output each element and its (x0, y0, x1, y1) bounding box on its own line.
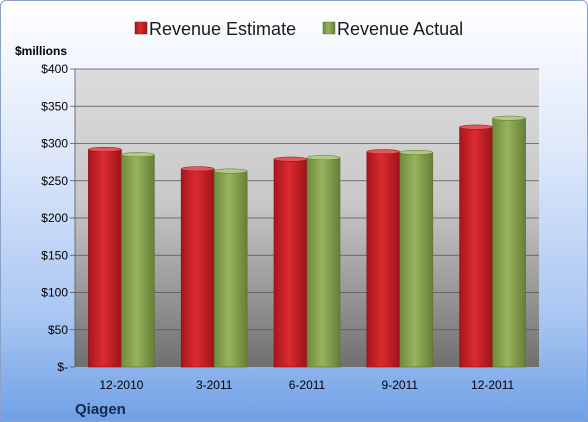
bar-actual-cap (213, 168, 248, 174)
y-tick-label: $200 (41, 211, 68, 225)
bar-estimate-cap (180, 166, 215, 172)
bar-actual-cap (492, 115, 526, 121)
bar-estimate (366, 151, 401, 368)
x-tick-label: 6-2011 (289, 378, 326, 392)
bar-estimate-cap (273, 156, 308, 162)
legend: Revenue Estimate Revenue Actual (134, 19, 463, 39)
y-tick-label: $50 (48, 323, 68, 337)
y-tick-label: $- (57, 360, 68, 374)
bar-estimate (180, 168, 215, 368)
y-tick-label: $250 (41, 174, 68, 188)
y-tick-label: $100 (41, 286, 68, 300)
x-axis-ticks: 12-2010 3-2011 6-2011 9-2011 12-2011 (99, 378, 514, 392)
y-axis-ticks: $- $50 $100 $150 $200 $250 $300 $350 $400 (41, 62, 76, 374)
y-tick-label: $350 (41, 99, 68, 113)
legend-item-estimate: Revenue Estimate (134, 19, 296, 39)
legend-swatch-estimate (134, 21, 148, 35)
bar-actual-cap (399, 149, 434, 155)
bar-actual (121, 154, 155, 368)
bar-actual (213, 170, 248, 368)
legend-label-actual: Revenue Actual (337, 19, 463, 39)
bars (88, 115, 526, 368)
bar-actual-cap (306, 155, 341, 161)
y-unit-label: $millions (15, 44, 67, 58)
company-name: Qiagen (75, 401, 126, 418)
bar-estimate-cap (459, 124, 493, 130)
bar-actual (492, 117, 526, 368)
bar-actual-cap (121, 152, 155, 158)
bar-estimate-cap (88, 147, 122, 152)
x-tick-label: 12-2011 (471, 378, 514, 392)
y-tick-label: $300 (41, 137, 68, 151)
bar-estimate (88, 149, 122, 368)
legend-swatch-actual (322, 21, 336, 35)
bar-actual (306, 157, 341, 368)
x-tick-label: 12-2010 (99, 378, 143, 392)
x-tick-label: 3-2011 (196, 378, 233, 392)
bar-estimate (273, 158, 308, 368)
bar-actual (399, 152, 434, 368)
legend-label-estimate: Revenue Estimate (149, 19, 296, 39)
y-tick-label: $400 (41, 62, 68, 76)
bar-estimate (459, 126, 493, 368)
legend-item-actual: Revenue Actual (322, 19, 463, 39)
bar-estimate-cap (366, 149, 401, 155)
x-tick-label: 9-2011 (382, 378, 419, 392)
y-tick-label: $150 (41, 248, 68, 262)
